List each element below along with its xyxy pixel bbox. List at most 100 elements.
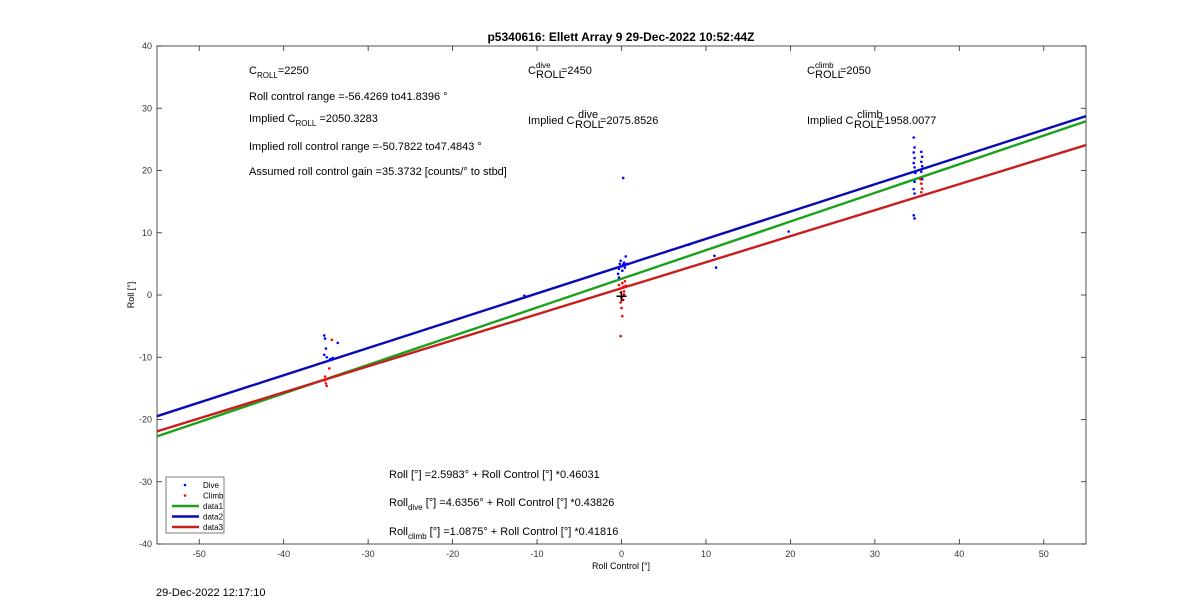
point-dive xyxy=(624,255,628,258)
point-climb xyxy=(621,285,625,289)
x-tick-label: 30 xyxy=(870,549,880,559)
y-tick-label: 40 xyxy=(142,41,152,51)
implied-c-roll-dive-sup: dive xyxy=(578,109,598,121)
c-roll-annotation: CROLL=2250 xyxy=(249,65,309,80)
point-climb xyxy=(621,281,624,285)
point-dive xyxy=(619,259,622,263)
point-dive xyxy=(617,276,621,279)
point-dive xyxy=(324,347,328,350)
implied-c-roll-dive-sub: ROLL xyxy=(575,119,604,131)
x-tick-label: -30 xyxy=(362,549,375,559)
implied-c-roll: Implied CROLL =2050.3283 xyxy=(249,113,378,128)
point-climb xyxy=(920,182,923,185)
point-dive xyxy=(336,341,340,345)
point-dive xyxy=(322,353,326,357)
legend-label: data1 xyxy=(203,502,224,511)
x-tick-label: 20 xyxy=(785,549,795,559)
point-dive xyxy=(621,269,624,273)
point-climb xyxy=(617,283,621,287)
point-climb xyxy=(623,280,627,283)
point-dive xyxy=(621,176,625,180)
point-climb xyxy=(324,382,328,385)
annotations: CROLL=2250 Cdive ROLL =2450 Cclimb ROLL … xyxy=(249,61,936,541)
point-dive xyxy=(331,356,334,360)
c-roll-climb-sub: ROLL xyxy=(815,69,844,81)
point-climb xyxy=(919,177,922,181)
y-tick-label: 0 xyxy=(147,290,152,300)
point-climb xyxy=(620,306,623,310)
x-tick-label: 40 xyxy=(954,549,964,559)
point-dive xyxy=(622,261,626,264)
implied-roll-control-range: Implied roll control range =-50.7822 to4… xyxy=(249,141,482,153)
point-dive xyxy=(913,166,916,169)
point-dive xyxy=(912,161,916,165)
implied-c-roll-climb: Implied C xyxy=(807,115,854,127)
point-dive xyxy=(913,217,916,220)
assumed-roll-control-gain: Assumed roll control gain =35.3732 [coun… xyxy=(249,166,507,178)
point-climb xyxy=(323,375,327,378)
c-roll-climb-value: =2050 xyxy=(840,65,871,77)
point-dive xyxy=(713,254,716,258)
point-dive xyxy=(912,214,916,217)
x-axis-ticks: -50 -40 -30 -20 -10 0 10 20 30 40 50 xyxy=(193,46,1049,559)
legend-label: data3 xyxy=(203,523,224,532)
point-dive xyxy=(625,262,628,266)
legend-marker-climb xyxy=(183,494,187,497)
y-tick-label: -10 xyxy=(139,352,152,362)
point-climb xyxy=(920,187,924,190)
point-dive xyxy=(323,337,327,340)
point-dive xyxy=(618,262,622,266)
point-dive xyxy=(920,160,923,164)
point-dive xyxy=(920,150,923,154)
point-climb xyxy=(621,314,624,318)
data-series xyxy=(156,114,1087,438)
implied-c-roll-climb-value: =1958.0077 xyxy=(878,115,936,127)
point-dive xyxy=(914,171,917,175)
point-dive xyxy=(714,266,718,269)
fit-equation-dive: Rolldive [°] =4.6356° + Roll Control [°]… xyxy=(389,497,614,512)
origin-plus-marker xyxy=(616,291,627,302)
c-roll-dive-annotation: Cdive xyxy=(528,61,551,77)
c-roll-dive-value: =2450 xyxy=(561,65,592,77)
x-tick-label: 50 xyxy=(1039,549,1049,559)
x-axis-label: Roll Control [°] xyxy=(592,561,650,571)
point-climb xyxy=(624,284,628,287)
point-climb xyxy=(327,367,331,370)
point-dive xyxy=(913,192,916,195)
point-dive xyxy=(523,294,526,297)
legend-label: Climb xyxy=(203,492,224,501)
point-dive xyxy=(913,156,916,160)
legend-label: Dive xyxy=(203,481,220,490)
y-axis-label: Roll [°] xyxy=(126,282,136,309)
point-climb xyxy=(622,289,626,293)
point-dive xyxy=(912,151,916,154)
point-dive xyxy=(328,357,332,361)
point-climb xyxy=(330,338,334,342)
y-axis-ticks: 40 30 20 10 0 -10 -20 -30 -40 xyxy=(139,41,1086,549)
point-climb xyxy=(325,384,329,388)
x-tick-label: -20 xyxy=(446,549,459,559)
point-climb xyxy=(920,190,923,194)
point-climb xyxy=(621,298,625,302)
point-dive xyxy=(787,230,791,233)
implied-c-roll-dive: Implied C xyxy=(528,115,575,127)
fit-line-data3 xyxy=(156,143,1087,433)
point-dive xyxy=(913,180,916,184)
y-tick-label: 10 xyxy=(142,228,152,238)
c-roll-climb-annotation: Cclimb xyxy=(807,61,834,77)
implied-c-roll-dive-value: =2075.8526 xyxy=(600,115,658,127)
point-dive xyxy=(912,187,916,191)
x-tick-label: 0 xyxy=(619,549,624,559)
point-dive xyxy=(913,146,916,149)
point-dive xyxy=(912,136,916,139)
x-tick-label: 10 xyxy=(701,549,711,559)
y-tick-label: 20 xyxy=(142,166,152,176)
c-roll-dive-sub: ROLL xyxy=(536,69,565,81)
fit-equation-climb: Rollclimb [°] =1.0875° + Roll Control [°… xyxy=(389,526,618,541)
x-tick-label: -50 xyxy=(193,549,206,559)
point-climb xyxy=(619,334,622,338)
legend-label: data2 xyxy=(203,513,224,522)
y-tick-label: -30 xyxy=(139,477,152,487)
